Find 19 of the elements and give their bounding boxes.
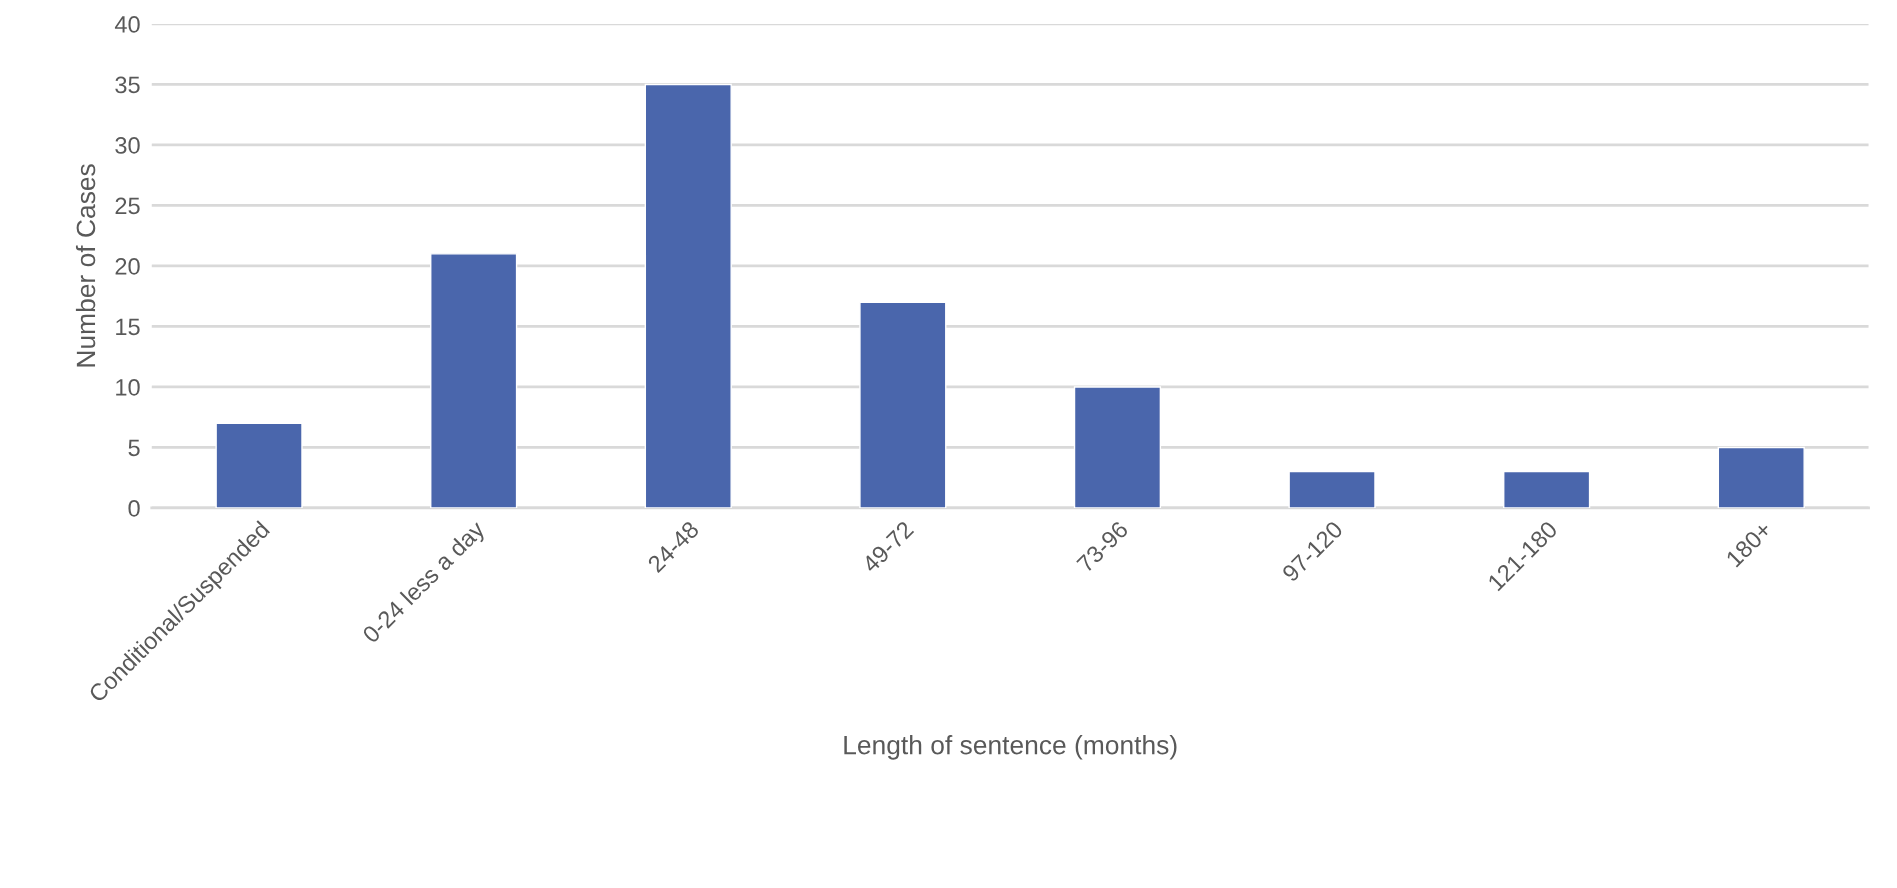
bar <box>1288 470 1376 508</box>
y-tick-label: 5 <box>128 439 140 457</box>
y-axis-title: Number of Cases <box>75 164 96 367</box>
bar <box>430 253 518 508</box>
y-tick-label: 10 <box>116 379 140 396</box>
bar <box>644 83 732 508</box>
bar <box>215 422 303 508</box>
bar <box>1073 386 1162 508</box>
y-tick-label: 35 <box>115 76 140 94</box>
y-tick-label: 15 <box>116 318 140 336</box>
y-tick-label: 0 <box>128 500 140 517</box>
bar <box>859 301 947 508</box>
y-tick-label: 30 <box>115 137 140 154</box>
y-tick-label: 20 <box>115 258 140 275</box>
bar <box>1717 446 1805 508</box>
y-tick-label: 25 <box>115 197 140 215</box>
bar <box>1503 470 1591 508</box>
x-axis-title: Length of sentence (months) <box>844 735 1177 760</box>
y-tick-label: 40 <box>114 16 140 33</box>
